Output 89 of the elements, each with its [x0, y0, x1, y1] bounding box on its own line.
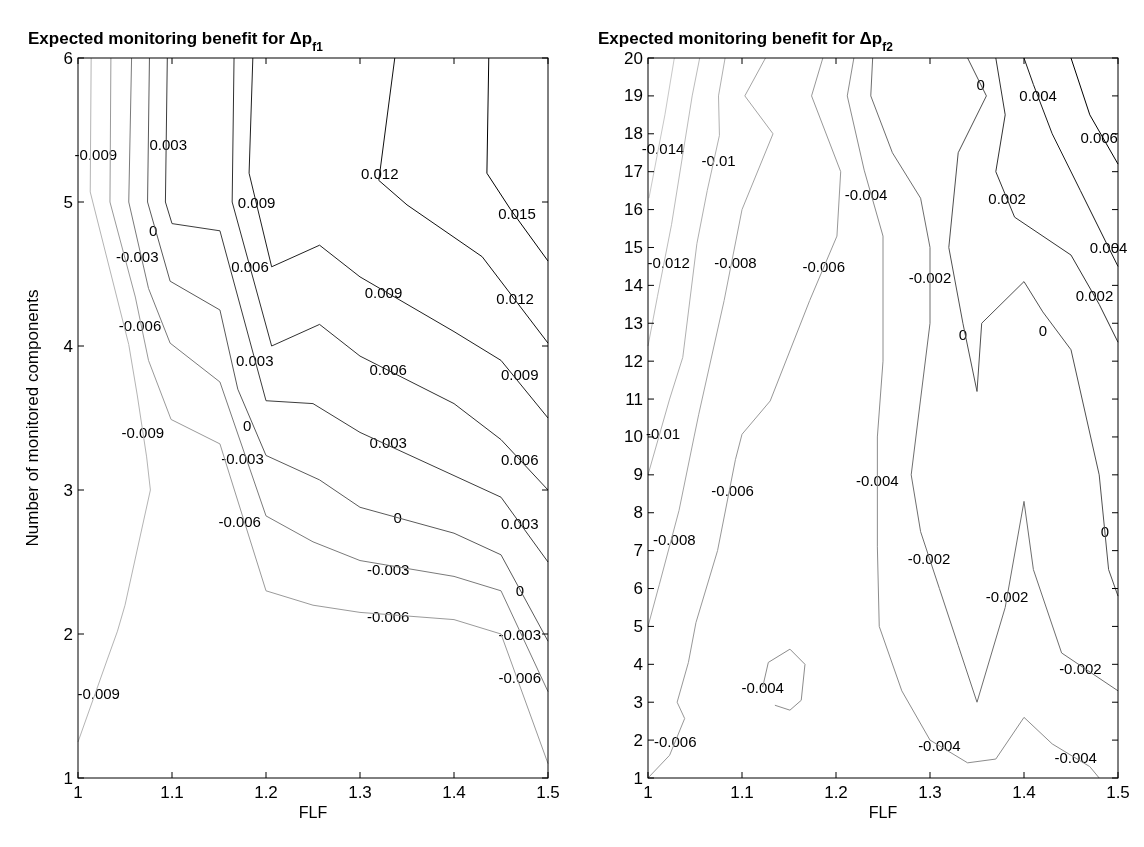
y-tick-label: 13: [624, 313, 643, 333]
annotation: 0: [149, 222, 158, 240]
annotation: -0.004: [1054, 749, 1097, 767]
annotation: 0: [976, 76, 985, 94]
annotation: -0.004: [918, 737, 961, 755]
y-tick-label: 15: [624, 237, 643, 257]
annotation: -0.002: [1059, 659, 1102, 677]
annotation: -0.002: [985, 587, 1029, 605]
x-tick-label: 1.2: [254, 783, 278, 802]
x-tick-label: 1.1: [730, 783, 754, 802]
annotation: 0: [393, 508, 402, 526]
x-tick-label: 1.4: [442, 783, 466, 802]
annotation: -0.003: [221, 449, 264, 467]
y-tick-label: 6: [633, 579, 643, 599]
annotation: 0.015: [498, 205, 536, 223]
y-tick-label: 20: [624, 48, 643, 68]
annotation: -0.006: [653, 733, 697, 751]
annotation: -0.003: [115, 248, 159, 266]
annotation: 0.003: [501, 514, 539, 532]
y-tick-label: 7: [633, 541, 643, 561]
annotation: -0.006: [802, 257, 846, 275]
y-tick-label: 18: [624, 124, 643, 144]
y-tick-label: 17: [624, 162, 643, 182]
x-tick-label: 1.1: [160, 783, 184, 802]
annotation: 0.004: [1019, 87, 1057, 105]
y-tick-label: 6: [63, 48, 73, 68]
annotation: -0.006: [218, 513, 261, 531]
annotation: -0.006: [118, 317, 162, 335]
x-tick-label: 1.2: [824, 783, 848, 802]
annotation: -0.014: [641, 140, 685, 158]
annotation: -0.002: [907, 549, 951, 567]
annotation: 0: [1038, 322, 1047, 340]
annotation: -0.009: [74, 145, 118, 163]
annotation: -0.006: [366, 608, 410, 626]
annotation: 0: [243, 416, 252, 434]
annotation: -0.01: [701, 151, 736, 169]
annotation: 0.003: [235, 351, 274, 369]
annotation: -0.008: [653, 530, 696, 548]
annotation: 0.012: [496, 289, 534, 307]
annotation: -0.012: [647, 254, 690, 272]
annotation: -0.003: [366, 560, 410, 578]
y-tick-label: 1: [633, 768, 643, 788]
annotation: 0.009: [237, 193, 276, 211]
x-tick-label: 1.3: [348, 783, 372, 802]
y-tick-label: 19: [624, 86, 643, 106]
x-axis-title: FLF: [868, 804, 898, 821]
annotation: -0.01: [645, 424, 681, 442]
annotation: 0.002: [1075, 287, 1114, 305]
y-tick-label: 3: [633, 692, 643, 712]
y-tick-label: 3: [63, 480, 73, 500]
annotation: -0.002: [908, 269, 952, 287]
x-tick-label: 1.3: [918, 783, 942, 802]
y-tick-label: 10: [624, 427, 643, 447]
y-axis-title: Number of monitored components: [23, 289, 42, 547]
y-tick-label: 11: [625, 389, 643, 409]
annotation: 0: [958, 326, 968, 344]
y-tick-label: 2: [63, 624, 73, 644]
annotation: -0.004: [856, 472, 899, 490]
annotation: -0.009: [121, 423, 165, 441]
y-tick-label: 16: [624, 200, 643, 220]
y-tick-label: 4: [63, 336, 73, 356]
y-tick-label: 5: [63, 192, 73, 212]
annotation: 0.002: [988, 189, 1026, 207]
annotation: -0.009: [77, 684, 120, 702]
annotation: 0.012: [360, 164, 399, 182]
annotation: 0.004: [1089, 238, 1128, 256]
y-tick-label: 8: [633, 503, 643, 523]
x-tick-label: 1.5: [536, 783, 560, 802]
annotation: 0.003: [149, 135, 188, 153]
annotation: 0.009: [501, 366, 539, 384]
annotation: -0.008: [714, 254, 757, 272]
annotation: -0.006: [498, 668, 542, 686]
annotation: -0.006: [711, 481, 754, 499]
annotation: 0: [515, 582, 524, 600]
y-tick-label: 14: [624, 275, 643, 295]
x-axis-title: FLF: [298, 804, 328, 821]
annotation: -0.004: [844, 185, 888, 203]
x-tick-label: 1.4: [1012, 783, 1036, 802]
y-tick-label: 5: [633, 616, 643, 636]
y-tick-label: 2: [633, 730, 643, 750]
annotation: 0.006: [231, 258, 269, 276]
y-tick-label: 12: [624, 351, 643, 371]
y-tick-label: 9: [633, 465, 643, 485]
annotation: -0.004: [741, 678, 784, 696]
annotation: -0.003: [498, 625, 542, 643]
y-tick-label: 1: [63, 768, 73, 788]
y-tick-label: 4: [633, 654, 643, 674]
x-tick-label: 1.5: [1106, 783, 1130, 802]
annotation: 0: [1100, 523, 1110, 541]
